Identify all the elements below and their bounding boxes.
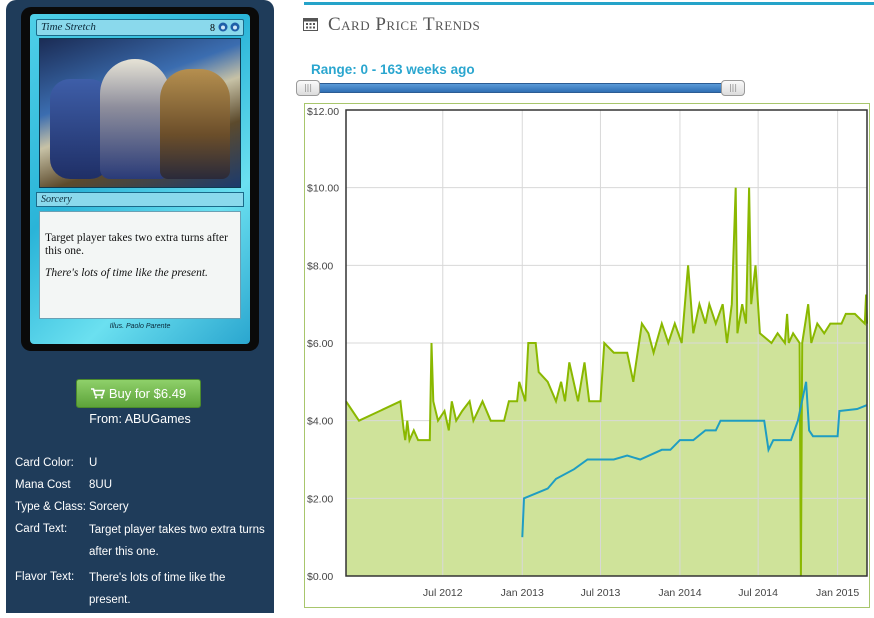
- price-chart: $0.00 $2.00 $4.00 $6.00 $8.00 $10.00 $12.00 Jul…: [304, 103, 870, 608]
- buy-button-label: Buy for $6.49: [108, 386, 187, 401]
- section-top-rule: [304, 2, 874, 5]
- card-type-line: Sorcery: [36, 192, 244, 207]
- card-details-list: Card Color: U Mana Cost 8UU Type & Class…: [15, 456, 270, 618]
- detail-label: Card Text:: [15, 523, 68, 535]
- range-slider-track[interactable]: [305, 83, 739, 93]
- range-label: Range: 0 - 163 weeks ago: [311, 62, 475, 77]
- range-slider-min-handle[interactable]: |||: [296, 80, 320, 96]
- buy-button[interactable]: Buy for $6.49: [76, 379, 201, 408]
- card-artwork: [39, 38, 241, 188]
- y-tick-label: $2.00: [307, 493, 333, 505]
- y-tick-label: $4.00: [307, 416, 333, 428]
- calendar-icon: [303, 18, 318, 31]
- detail-label: Type & Class:: [15, 501, 86, 513]
- x-tick-label: Jul 2013: [581, 587, 621, 599]
- art-figure: [160, 69, 230, 179]
- section-title: Card Price Trends: [303, 14, 480, 36]
- detail-value: Sorcery: [89, 501, 129, 513]
- detail-row-card-text: Card Text: Target player takes two extra…: [15, 522, 270, 563]
- detail-label: Mana Cost: [15, 479, 71, 491]
- card-rules-text: Target player takes two extra turns afte…: [45, 232, 228, 257]
- y-tick-label: $0.00: [307, 571, 333, 583]
- card-info-panel: Time Stretch 8 Sorcery Target player tak…: [6, 0, 274, 613]
- x-tick-label: Jan 2013: [501, 587, 544, 599]
- y-tick-label: $6.00: [307, 338, 333, 350]
- detail-value: U: [89, 457, 98, 469]
- y-tick-label: $12.00: [307, 106, 339, 118]
- card-name: Time Stretch: [41, 21, 96, 33]
- detail-row-color: Card Color: U: [15, 456, 270, 471]
- range-slider-max-handle[interactable]: |||: [721, 80, 745, 96]
- mana-blue-icon: [218, 22, 227, 32]
- card-flavor-text: There's lots of time like the present.: [45, 267, 208, 279]
- detail-value: 8UU: [89, 479, 113, 491]
- card-mana-symbols: 8: [210, 21, 240, 36]
- y-tick-label: $10.00: [307, 183, 339, 195]
- detail-row-mana-cost: Mana Cost 8UU: [15, 478, 270, 493]
- y-tick-label: $8.00: [307, 260, 333, 272]
- card-name-bar: Time Stretch 8: [36, 19, 244, 36]
- x-tick-label: Jul 2014: [738, 587, 778, 599]
- detail-value: There's lots of time like the present.: [89, 572, 226, 606]
- card-mana-generic: 8: [210, 23, 215, 34]
- detail-row-flavor-text: Flavor Text: There's lots of time like t…: [15, 570, 270, 611]
- card-frame: Time Stretch 8 Sorcery Target player tak…: [30, 14, 250, 344]
- x-tick-label: Jan 2015: [816, 587, 859, 599]
- plot-border: [345, 109, 868, 577]
- seller-name: From: ABUGames: [89, 412, 191, 426]
- detail-label: Flavor Text:: [15, 571, 75, 583]
- detail-value: Target player takes two extra turns afte…: [89, 524, 265, 558]
- detail-label: Card Color:: [15, 457, 74, 469]
- mana-blue-icon: [230, 22, 240, 32]
- card-artist-credit: Illus. Paolo Parente: [109, 323, 171, 330]
- x-tick-label: Jul 2012: [423, 587, 463, 599]
- card-image: Time Stretch 8 Sorcery Target player tak…: [21, 7, 259, 351]
- price-chart-svg: $0.00 $2.00 $4.00 $6.00 $8.00 $10.00 $12.00 Jul…: [307, 106, 868, 599]
- x-tick-label: Jan 2014: [658, 587, 701, 599]
- art-figure: [100, 59, 170, 179]
- shopping-cart-icon: [90, 388, 105, 399]
- series-blue-line: [521, 381, 868, 538]
- detail-row-type: Type & Class: Sorcery: [15, 500, 270, 515]
- card-text-box: Target player takes two extra turns afte…: [39, 211, 241, 319]
- section-title-text: Card Price Trends: [328, 14, 481, 35]
- series-green-line: [345, 187, 868, 577]
